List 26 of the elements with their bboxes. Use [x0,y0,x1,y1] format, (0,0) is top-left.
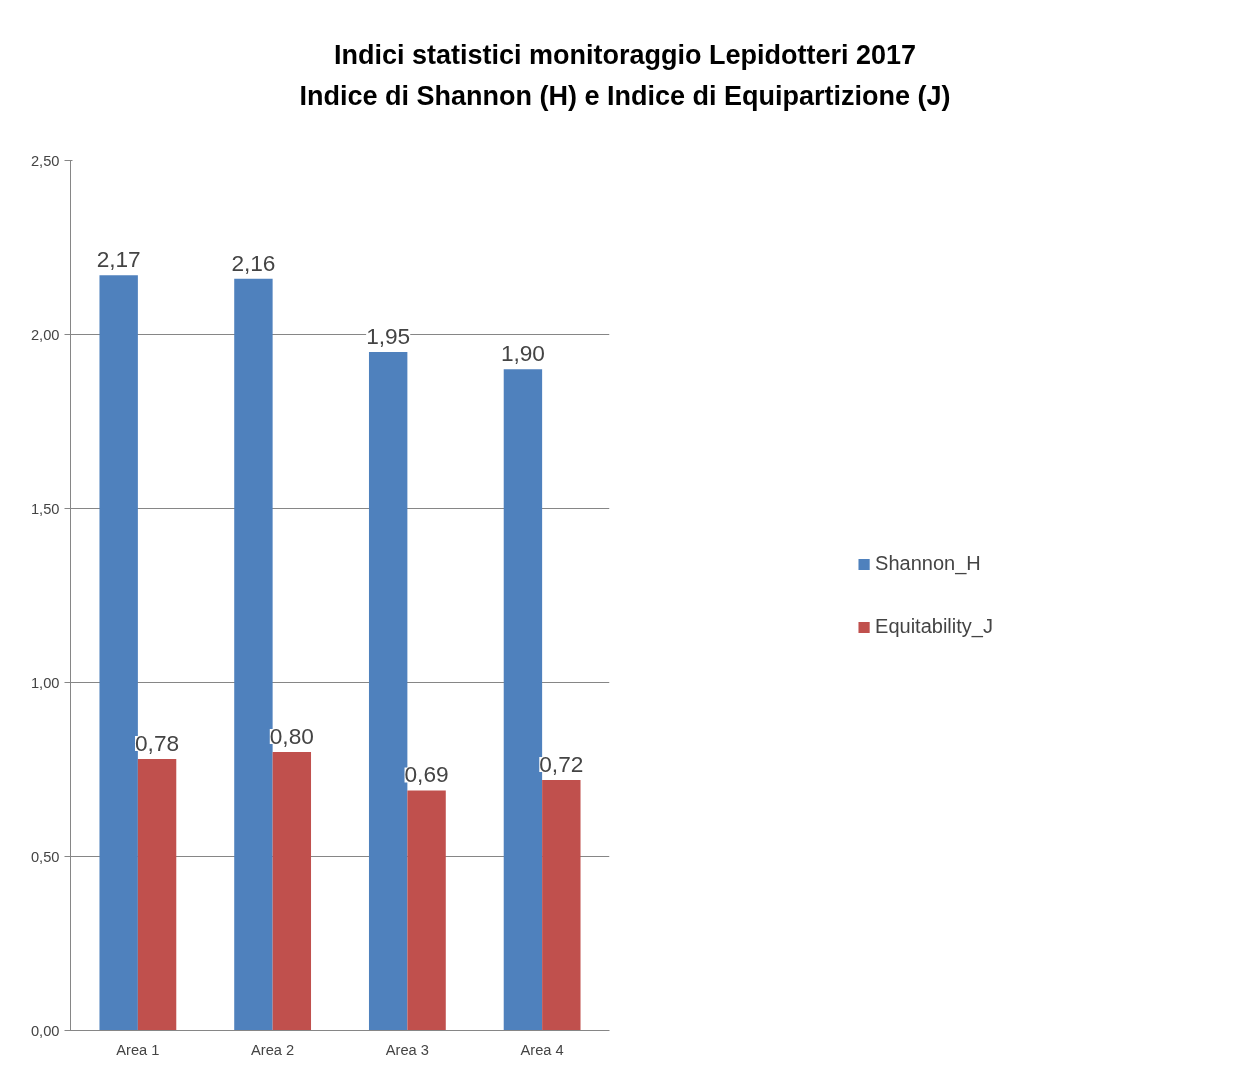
data-label: 1,90 [500,340,545,367]
bar [272,752,312,1031]
bar [137,759,177,1031]
y-tick-label: 2,00 [30,326,60,343]
data-label: 2,17 [96,246,141,273]
y-tick-label: 0,50 [30,848,60,865]
x-tick-label: Area 3 [385,1041,429,1058]
data-label: 0,78 [135,730,180,757]
bar [542,779,581,1031]
data-label: 0,80 [269,723,314,750]
bar [407,790,446,1031]
data-label: 2,16 [231,249,276,276]
data-label: 1,95 [366,322,411,349]
legend-label: Shannon_H [875,552,981,575]
legend-label: Equitability_J [875,615,993,638]
x-tick-label: Area 4 [520,1041,564,1058]
y-tick-label: 1,50 [30,500,60,517]
y-tick-label: 1,00 [30,674,60,691]
chart-title: Indici statistici monitoraggio Lepidotteri 2017 Indice di Shannon (H) e Indice di Equipartizione (J) [299,39,951,113]
x-tick-label: Area 2 [251,1041,295,1058]
bar [99,275,138,1031]
data-label: 0,72 [539,750,584,777]
data-label: 0,69 [404,761,449,788]
y-tick-label: 0,00 [30,1022,60,1039]
x-tick-label: Area 1 [116,1041,160,1058]
y-tick-label: 2,50 [30,152,60,169]
